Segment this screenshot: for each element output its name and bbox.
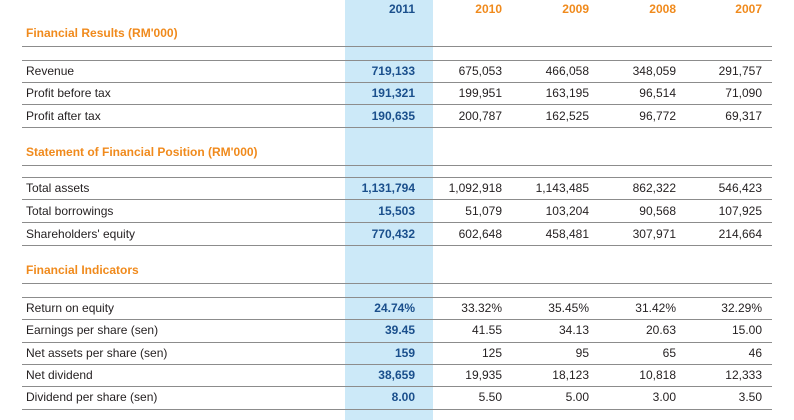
cell-net-assets-per-share-2010: 125: [481, 346, 502, 360]
cell-total-assets-2011: 1,131,794: [361, 181, 415, 195]
cell-net-assets-per-share-2011: 159: [394, 346, 415, 360]
cell-dividend-per-share-2011: 8.00: [391, 390, 415, 404]
cell-total-assets-2010: 1,092,918: [448, 181, 502, 195]
year-header-2011: 2011: [388, 2, 415, 16]
year-header-2008: 2008: [649, 2, 676, 16]
current-year-highlight-column: [345, 0, 433, 420]
cell-dividend-per-share-2008: 3.00: [652, 390, 676, 404]
section-divider: [22, 283, 772, 284]
section-divider: [22, 165, 772, 166]
cell-total-borrowings-2011: 15,503: [378, 204, 415, 218]
cell-profit-after-tax-2007: 69,317: [725, 109, 762, 123]
row-divider: [22, 319, 772, 320]
cell-profit-after-tax-2009: 162,525: [545, 109, 589, 123]
section-divider: [22, 46, 772, 47]
cell-return-on-equity-2009: 35.45%: [548, 301, 589, 315]
cell-total-borrowings-2009: 103,204: [545, 204, 589, 218]
cell-dividend-per-share-2009: 5.00: [565, 390, 589, 404]
row-divider: [22, 245, 772, 246]
cell-shareholders-equity-2007: 214,664: [718, 227, 762, 241]
row-label-net-assets-per-share: Net assets per share (sen): [26, 346, 168, 360]
cell-net-dividend-2008: 10,818: [639, 368, 676, 382]
cell-profit-before-tax-2010: 199,951: [458, 86, 502, 100]
row-divider: [22, 386, 772, 387]
cell-net-assets-per-share-2008: 65: [662, 346, 676, 360]
row-divider: [22, 409, 772, 410]
cell-return-on-equity-2011: 24.74%: [374, 301, 415, 315]
cell-total-assets-2009: 1,143,485: [535, 181, 589, 195]
cell-return-on-equity-2010: 33.32%: [461, 301, 502, 315]
cell-revenue-2008: 348,059: [632, 64, 676, 78]
cell-profit-before-tax-2008: 96,514: [639, 86, 676, 100]
cell-shareholders-equity-2010: 602,648: [458, 227, 502, 241]
row-divider: [22, 342, 772, 343]
cell-earnings-per-share-2008: 20.63: [645, 323, 676, 337]
cell-net-dividend-2007: 12,333: [725, 368, 762, 382]
row-label-total-borrowings: Total borrowings: [26, 204, 114, 218]
row-label-return-on-equity: Return on equity: [26, 301, 115, 315]
cell-return-on-equity-2007: 32.29%: [721, 301, 762, 315]
cell-net-assets-per-share-2009: 95: [575, 346, 589, 360]
cell-profit-before-tax-2009: 163,195: [545, 86, 589, 100]
cell-revenue-2007: 291,757: [718, 64, 762, 78]
row-divider: [22, 82, 772, 83]
section-title-financial-indicators: Financial Indicators: [26, 263, 139, 277]
cell-earnings-per-share-2007: 15.00: [731, 323, 762, 337]
cell-return-on-equity-2008: 31.42%: [635, 301, 676, 315]
row-label-profit-before-tax: Profit before tax: [26, 86, 111, 100]
row-label-earnings-per-share: Earnings per share (sen): [26, 323, 159, 337]
row-divider: [22, 222, 772, 223]
cell-shareholders-equity-2011: 770,432: [371, 227, 415, 241]
row-divider: [22, 60, 772, 61]
section-title-financial-results: Financial Results (RM'000): [26, 26, 178, 40]
cell-profit-after-tax-2010: 200,787: [458, 109, 502, 123]
cell-dividend-per-share-2010: 5.50: [478, 390, 502, 404]
cell-net-dividend-2009: 18,123: [552, 368, 589, 382]
cell-profit-before-tax-2007: 71,090: [725, 86, 762, 100]
cell-profit-after-tax-2011: 190,635: [371, 109, 415, 123]
row-divider: [22, 127, 772, 128]
cell-earnings-per-share-2009: 34.13: [558, 323, 589, 337]
row-divider: [22, 297, 772, 298]
cell-shareholders-equity-2008: 307,971: [632, 227, 676, 241]
cell-total-borrowings-2007: 107,925: [718, 204, 762, 218]
row-label-total-assets: Total assets: [26, 181, 90, 195]
row-divider: [22, 364, 772, 365]
year-header-2007: 2007: [735, 2, 762, 16]
row-divider: [22, 177, 772, 178]
cell-revenue-2011: 719,133: [371, 64, 415, 78]
cell-revenue-2009: 466,058: [545, 64, 589, 78]
cell-total-assets-2007: 546,423: [718, 181, 762, 195]
cell-profit-after-tax-2008: 96,772: [639, 109, 676, 123]
row-divider: [22, 104, 772, 105]
cell-shareholders-equity-2009: 458,481: [545, 227, 589, 241]
row-label-profit-after-tax: Profit after tax: [26, 109, 101, 123]
section-title-financial-position: Statement of Financial Position (RM'000): [26, 145, 258, 159]
cell-net-dividend-2010: 19,935: [465, 368, 502, 382]
cell-earnings-per-share-2010: 41.55: [471, 323, 502, 337]
row-label-shareholders-equity: Shareholders' equity: [26, 227, 136, 241]
year-header-2009: 2009: [562, 2, 589, 16]
row-label-net-dividend: Net dividend: [26, 368, 93, 382]
cell-revenue-2010: 675,053: [458, 64, 502, 78]
year-header-2010: 2010: [475, 2, 502, 16]
row-label-revenue: Revenue: [26, 64, 75, 78]
row-label-dividend-per-share: Dividend per share (sen): [26, 390, 158, 404]
cell-profit-before-tax-2011: 191,321: [371, 86, 415, 100]
cell-net-dividend-2011: 38,659: [378, 368, 415, 382]
cell-total-borrowings-2010: 51,079: [465, 204, 502, 218]
cell-total-assets-2008: 862,322: [632, 181, 676, 195]
row-divider: [22, 199, 772, 200]
cell-dividend-per-share-2007: 3.50: [738, 390, 762, 404]
cell-total-borrowings-2008: 90,568: [639, 204, 676, 218]
cell-earnings-per-share-2011: 39.45: [384, 323, 415, 337]
cell-net-assets-per-share-2007: 46: [748, 346, 762, 360]
